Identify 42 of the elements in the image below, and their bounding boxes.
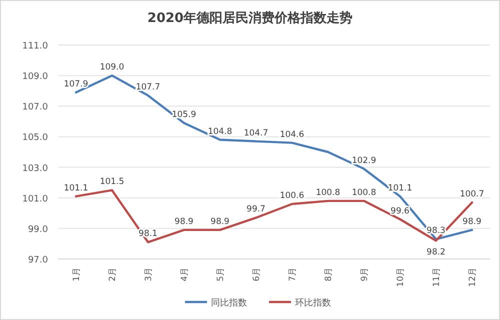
data-label: 100.8 xyxy=(316,188,340,198)
data-label: 104.6 xyxy=(280,130,304,140)
y-tick-label: 105.0 xyxy=(22,133,48,144)
data-label: 107.7 xyxy=(136,82,160,92)
y-tick-label: 109.0 xyxy=(22,72,48,82)
legend-label: 同比指数 xyxy=(211,298,247,308)
data-label: 100.6 xyxy=(280,190,304,201)
x-tick-label: 4月 xyxy=(180,267,190,282)
x-tick-label: 8月 xyxy=(324,267,334,282)
x-tick-label: 9月 xyxy=(360,267,370,282)
y-tick-label: 107.0 xyxy=(22,102,48,113)
x-tick-label: 10月 xyxy=(396,267,406,287)
data-label: 99.7 xyxy=(246,204,266,215)
y-tick-label: 103.0 xyxy=(22,164,48,174)
y-tick-label: 111.0 xyxy=(22,42,48,52)
data-label: 98.2 xyxy=(426,248,446,258)
data-label: 101.1 xyxy=(64,183,88,194)
x-tick-label: 1月 xyxy=(72,267,82,282)
x-tick-label: 2月 xyxy=(108,267,118,282)
y-tick-label: 101.0 xyxy=(22,194,48,204)
x-tick-label: 11月 xyxy=(432,267,442,287)
data-label: 99.6 xyxy=(390,206,410,216)
data-label: 102.9 xyxy=(352,156,376,166)
x-tick-label: 5月 xyxy=(216,267,226,282)
legend-label: 环比指数 xyxy=(295,298,331,308)
x-tick-label: 3月 xyxy=(144,267,154,282)
data-label: 100.8 xyxy=(352,188,376,198)
data-label: 98.9 xyxy=(210,216,230,227)
data-label: 104.8 xyxy=(208,126,232,137)
data-label: 101.5 xyxy=(100,177,124,188)
y-tick-label: 99.0 xyxy=(28,224,48,235)
data-label: 109.0 xyxy=(100,62,124,73)
data-label: 100.7 xyxy=(460,189,484,200)
x-tick-label: 6月 xyxy=(252,267,262,282)
y-tick-label: 97.0 xyxy=(28,256,48,266)
data-label: 98.9 xyxy=(462,216,482,227)
chart-title: 2020年德阳居民消费价格指数走势 xyxy=(147,10,353,26)
x-tick-label: 7月 xyxy=(288,267,298,282)
data-label: 107.9 xyxy=(64,79,88,90)
data-label: 104.7 xyxy=(244,128,268,138)
data-label: 98.9 xyxy=(174,216,194,227)
x-tick-label: 12月 xyxy=(468,267,478,287)
